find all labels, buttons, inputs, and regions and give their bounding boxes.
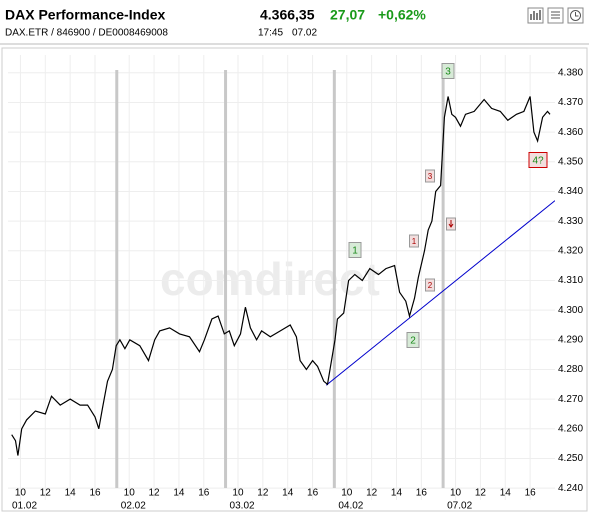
wave-label-box bbox=[425, 169, 435, 183]
x-tick-label: 14 bbox=[500, 488, 512, 499]
day-label: 04.02 bbox=[338, 501, 363, 512]
x-tick-label: 12 bbox=[366, 488, 378, 499]
y-tick-label: 4.250 bbox=[558, 453, 583, 464]
x-tick-label: 14 bbox=[391, 488, 403, 499]
y-tick-label: 4.270 bbox=[558, 394, 583, 405]
wave-label-box bbox=[441, 63, 455, 79]
wave-label: 4? bbox=[532, 156, 544, 167]
x-tick-label: 16 bbox=[307, 488, 319, 499]
watermark: comdirect bbox=[160, 253, 380, 305]
day-label: 01.02 bbox=[12, 501, 37, 512]
title: DAX Performance-Index bbox=[5, 7, 165, 23]
y-tick-label: 4.310 bbox=[558, 275, 583, 286]
change-pct: +0,62% bbox=[378, 7, 426, 23]
x-tick-label: 16 bbox=[416, 488, 428, 499]
time: 17:45 bbox=[258, 28, 283, 39]
clock-icon-hands bbox=[575, 12, 579, 17]
y-tick-label: 4.330 bbox=[558, 216, 583, 227]
wave-label-box bbox=[406, 332, 420, 348]
y-tick-label: 4.240 bbox=[558, 483, 583, 494]
x-tick-label: 12 bbox=[257, 488, 269, 499]
wave-label: 3 bbox=[445, 67, 451, 78]
date: 07.02 bbox=[292, 28, 317, 39]
price: 4.366,35 bbox=[260, 7, 315, 23]
x-tick-label: 10 bbox=[341, 488, 353, 499]
wave-label: 3 bbox=[428, 172, 433, 181]
wave-label-box bbox=[425, 278, 435, 292]
wave-label-box bbox=[409, 234, 419, 248]
y-tick-label: 4.300 bbox=[558, 305, 583, 316]
wave-label: 2 bbox=[428, 281, 433, 290]
x-tick-label: 16 bbox=[525, 488, 537, 499]
day-label: 02.02 bbox=[121, 501, 146, 512]
x-tick-label: 10 bbox=[15, 488, 27, 499]
y-tick-label: 4.340 bbox=[558, 186, 583, 197]
x-tick-label: 12 bbox=[475, 488, 487, 499]
y-tick-label: 4.370 bbox=[558, 97, 583, 108]
chart-icon-glyph bbox=[530, 10, 541, 20]
news-icon-glyph bbox=[551, 11, 560, 19]
y-tick-label: 4.290 bbox=[558, 334, 583, 345]
ids: DAX.ETR / 846900 / DE0008469008 bbox=[5, 28, 168, 39]
y-tick-label: 4.260 bbox=[558, 423, 583, 434]
x-tick-label: 10 bbox=[124, 488, 136, 499]
x-tick-label: 16 bbox=[198, 488, 210, 499]
x-tick-label: 14 bbox=[65, 488, 77, 499]
x-tick-label: 10 bbox=[232, 488, 244, 499]
x-tick-label: 16 bbox=[89, 488, 101, 499]
y-tick-label: 4.380 bbox=[558, 67, 583, 78]
toolbar bbox=[527, 7, 584, 24]
y-tick-label: 4.320 bbox=[558, 245, 583, 256]
y-tick-label: 4.360 bbox=[558, 127, 583, 138]
y-tick-label: 4.350 bbox=[558, 156, 583, 167]
wave-label: 1 bbox=[352, 246, 358, 257]
trendline bbox=[325, 200, 555, 386]
chart-frame bbox=[1, 47, 588, 512]
wave-label: 1 bbox=[412, 237, 417, 246]
x-tick-label: 10 bbox=[450, 488, 462, 499]
change: 27,07 bbox=[330, 7, 365, 23]
day-label: 03.02 bbox=[230, 501, 255, 512]
y-tick-label: 4.280 bbox=[558, 364, 583, 375]
arrow-glyph bbox=[448, 220, 454, 228]
clock-icon-glyph bbox=[570, 10, 581, 21]
price-line bbox=[11, 96, 551, 456]
x-tick-label: 12 bbox=[40, 488, 52, 499]
wave-label: 2 bbox=[410, 336, 416, 347]
x-tick-label: 14 bbox=[173, 488, 185, 499]
wave-label-box bbox=[528, 152, 548, 168]
x-tick-label: 12 bbox=[149, 488, 161, 499]
x-tick-label: 14 bbox=[282, 488, 294, 499]
wave-label-box bbox=[348, 242, 362, 258]
day-label: 07.02 bbox=[447, 501, 472, 512]
